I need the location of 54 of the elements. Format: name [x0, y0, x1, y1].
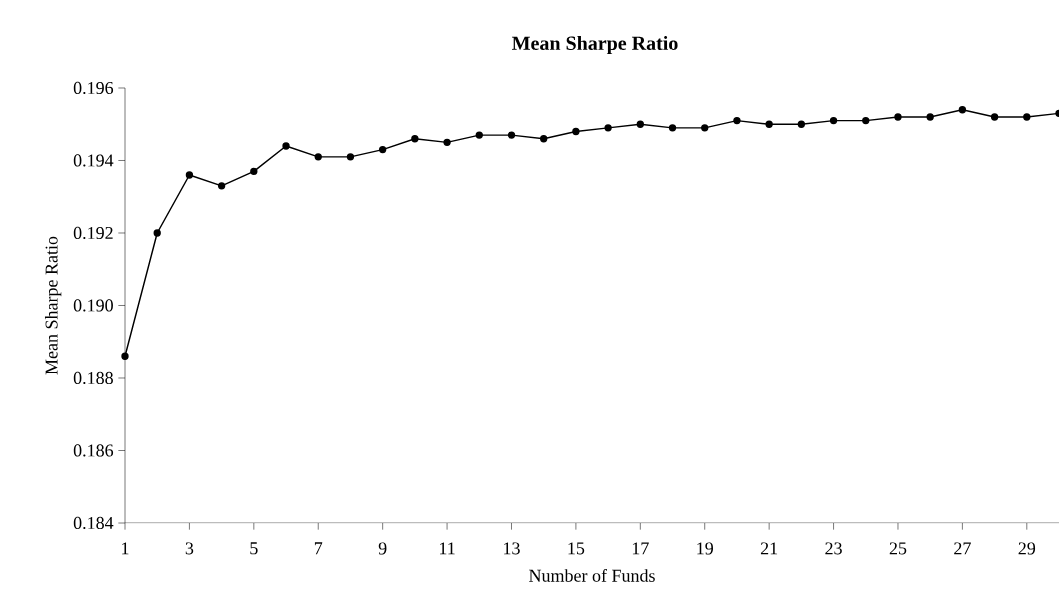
- y-axis-title: Mean Sharpe Ratio: [44, 236, 62, 375]
- x-tick-label: 17: [632, 542, 649, 555]
- x-tick-label: 27: [954, 542, 971, 555]
- point: [314, 153, 322, 161]
- y-tick-label: 0.192: [73, 226, 113, 240]
- point: [378, 145, 387, 154]
- y-tick-label: 0.194: [73, 154, 114, 167]
- y-tick-label: 0.188: [73, 371, 113, 385]
- point: [411, 135, 419, 143]
- x-tick-label: 29: [1018, 542, 1036, 555]
- y-tick-label: 0.186: [73, 444, 114, 457]
- point: [862, 116, 870, 125]
- point: [668, 124, 677, 132]
- point: [121, 352, 129, 360]
- point: [733, 116, 741, 125]
- x-tick-label: 21: [760, 542, 778, 555]
- point: [894, 113, 902, 121]
- point: [185, 171, 194, 179]
- x-tick-label: 25: [889, 542, 907, 555]
- x-tick-label: 13: [504, 542, 520, 555]
- x-tick-label: 1: [122, 542, 129, 555]
- point: [701, 124, 709, 132]
- chart-title: Mean Sharpe Ratio: [512, 35, 678, 55]
- point: [604, 124, 612, 132]
- point: [153, 229, 161, 237]
- x-tick-label: 15: [568, 542, 585, 555]
- x-tick-label: 9: [378, 542, 387, 555]
- x-tick-label: 11: [440, 542, 455, 555]
- point: [990, 113, 999, 121]
- point: [346, 153, 355, 161]
- point: [507, 131, 516, 139]
- point: [958, 106, 967, 114]
- point: [217, 182, 226, 190]
- y-tick-label: 0.190: [73, 299, 113, 312]
- point: [636, 120, 644, 128]
- point: [1023, 113, 1031, 121]
- x-tick-label: 5: [250, 542, 258, 555]
- point: [475, 131, 483, 139]
- point: [282, 142, 290, 150]
- y-tick-label: 0.184: [73, 516, 114, 530]
- point: [250, 167, 258, 176]
- point: [765, 120, 773, 128]
- x-tick-label: 3: [185, 542, 194, 555]
- point: [443, 138, 451, 147]
- x-tick-label: 23: [825, 542, 842, 555]
- point: [926, 113, 934, 121]
- y-tick-label: 0.196: [73, 81, 114, 95]
- x-axis-title: Number of Funds: [529, 568, 655, 582]
- point: [829, 116, 838, 125]
- x-tick-label: 7: [314, 542, 323, 555]
- point: [540, 135, 548, 143]
- point: [797, 120, 806, 128]
- point: [572, 127, 580, 136]
- x-tick-label: 19: [697, 542, 713, 555]
